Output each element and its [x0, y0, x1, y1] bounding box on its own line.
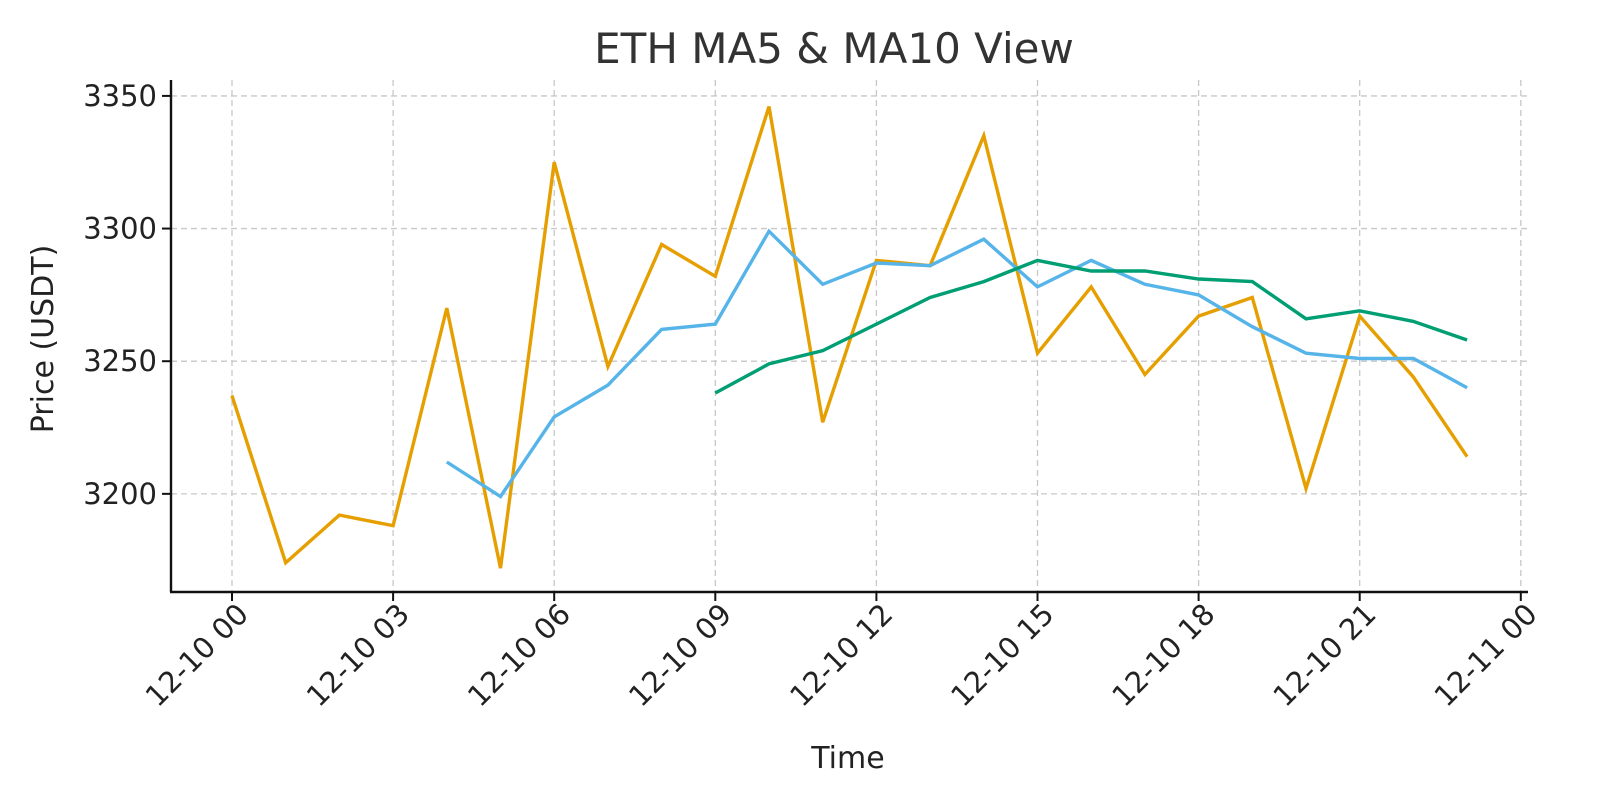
x-tick-label: 12-11 00: [1428, 597, 1544, 713]
x-tick-label: 12-10 06: [461, 597, 577, 713]
ma5-line: [445, 228, 1468, 499]
ma10-line: [714, 258, 1468, 395]
axes-layer: [169, 80, 1528, 594]
x-tick-label: 12-10 00: [139, 597, 255, 713]
series-layer: [230, 105, 1469, 569]
grid-layer: [171, 80, 1528, 592]
x-tick-label: 12-10 21: [1266, 597, 1382, 713]
x-tick-label: 12-10 09: [622, 597, 738, 713]
chart-title: ETH MA5 & MA10 View: [594, 24, 1074, 73]
x-tick-label: 12-10 15: [944, 597, 1060, 713]
tick-layer: 3200 3250 3300 3350 12-10 00 12-10 03 12-10 06…: [83, 79, 1544, 713]
y-tick-label: 3350: [83, 79, 157, 113]
y-tick-label: 3200: [83, 477, 157, 511]
y-tick-label: 3300: [83, 212, 157, 246]
y-axis-label: Price (USDT): [26, 245, 61, 434]
x-tick-label: 12-10 03: [300, 597, 416, 713]
x-tick-label: 12-10 12: [783, 597, 899, 713]
x-axis-label: Time: [810, 741, 884, 776]
x-tick-label: 12-10 18: [1105, 597, 1221, 713]
y-tick-label: 3250: [83, 344, 157, 378]
